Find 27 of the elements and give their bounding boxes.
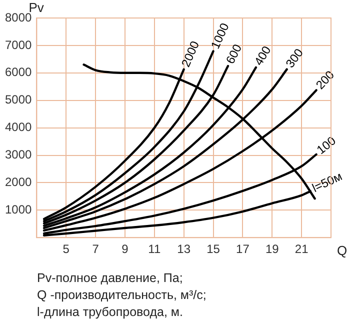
text: 400 xyxy=(251,43,274,68)
x-tick-label: 21 xyxy=(294,242,309,256)
x-tick-label: 11 xyxy=(148,242,161,256)
y-tick-label: 3000 xyxy=(4,148,32,162)
text: Q -производительность, м³/с; xyxy=(37,287,206,304)
y-tick-label: 5000 xyxy=(4,92,32,107)
y-tick-label: 1000 xyxy=(4,202,32,216)
text: l=50м xyxy=(310,169,344,196)
y-tick-label: 2000 xyxy=(4,175,32,190)
text: 100 xyxy=(314,133,339,158)
y-tick-label: 6000 xyxy=(4,65,32,80)
y-tick-label: 7000 xyxy=(4,38,32,52)
x-tick-label: 9 xyxy=(122,242,129,256)
y-tick-label: 4000 xyxy=(4,120,32,134)
x-tick-label: 15 xyxy=(206,242,220,256)
text: 200 xyxy=(313,68,338,92)
x-axis-title: Q xyxy=(337,243,348,258)
x-tick-label: 19 xyxy=(265,242,280,256)
x-tick-label: 13 xyxy=(177,242,191,256)
text: Pv-полное давление, Па; xyxy=(37,270,184,287)
text: 2000 xyxy=(178,38,202,70)
text: 300 xyxy=(282,46,306,70)
text: l-длина трубопровода, м. xyxy=(37,304,184,321)
y-tick-label: 8000 xyxy=(4,10,32,24)
x-tick-label: 7 xyxy=(92,242,100,256)
x-tick-label: 5 xyxy=(62,242,70,256)
x-tick-label: 17 xyxy=(236,242,250,256)
